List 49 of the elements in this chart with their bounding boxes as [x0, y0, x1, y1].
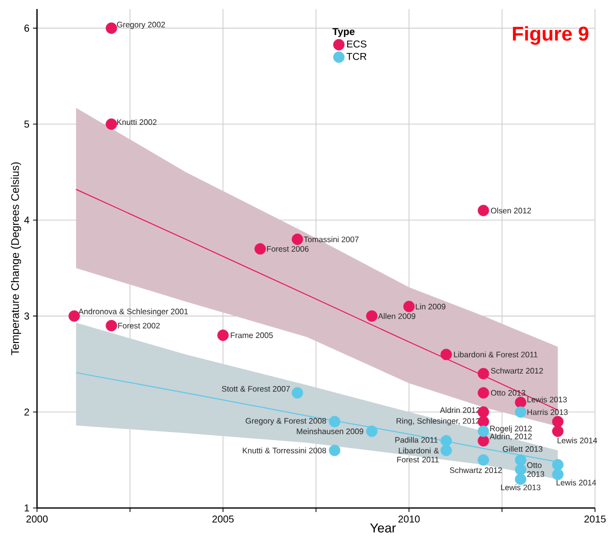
point: [552, 416, 564, 428]
y-tick-label: 2: [24, 408, 30, 416]
x-tick-label: 2015: [584, 516, 606, 523]
point: [552, 468, 564, 480]
point: [366, 310, 378, 322]
y-axis-title: Temperature Change (Degrees Celsius): [10, 162, 22, 356]
point: [440, 435, 452, 447]
point: [514, 396, 526, 408]
point: [217, 330, 229, 341]
point: [514, 473, 526, 485]
y-tick-label: 1: [24, 504, 30, 512]
point: [478, 416, 490, 428]
x-axis-title: Year: [370, 524, 396, 533]
x-tick-label: 2010: [398, 516, 420, 523]
point: [292, 234, 304, 245]
point: [478, 368, 490, 380]
x-tick-label: 2005: [212, 516, 234, 523]
point: [366, 426, 378, 437]
point: [292, 387, 304, 399]
point: [106, 320, 118, 332]
point: [403, 300, 415, 312]
point: [478, 454, 490, 466]
x-tick-label: 2000: [26, 516, 48, 523]
point: [514, 406, 526, 418]
point: [478, 435, 490, 447]
point: [478, 406, 490, 418]
point: [514, 454, 526, 466]
y-tick-label: 3: [24, 312, 30, 320]
point: [514, 464, 526, 476]
text: Figure 9: [512, 26, 588, 45]
point: [552, 426, 564, 437]
point: [328, 416, 340, 428]
legend-title: Type: [332, 28, 355, 38]
point: [478, 387, 490, 399]
point: [254, 243, 266, 255]
point: [328, 444, 340, 456]
y-tick-label: 4: [24, 216, 30, 224]
point: [440, 348, 452, 360]
point: [478, 204, 490, 216]
point: [552, 459, 564, 470]
point: [106, 22, 118, 34]
legend-label: ECS: [347, 40, 366, 48]
point: [440, 444, 452, 456]
y-tick-label: 5: [24, 120, 30, 128]
y-tick-label: 6: [24, 24, 30, 32]
point: [478, 426, 490, 437]
point: [106, 118, 118, 130]
point: [68, 310, 80, 322]
legend-label: TCR: [346, 52, 366, 60]
